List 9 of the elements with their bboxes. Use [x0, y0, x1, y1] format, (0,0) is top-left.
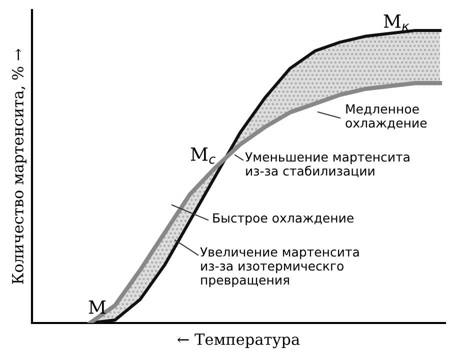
annotation: Уменьшение мартенсита из-за стабилизации: [245, 152, 410, 178]
annotation: M$_{к}$: [384, 14, 410, 31]
annotation: Быстрое охлаждение: [213, 213, 354, 226]
y-axis-title: Количество мартенсита, % →: [12, 48, 26, 284]
x-axis-title: ← Температура: [177, 334, 300, 348]
annotation: Медленное охлаждение: [346, 104, 427, 130]
annotation: Увеличение мартенсита из-за изотермическго превращения: [200, 247, 359, 288]
annotation: M$_{с}$: [190, 148, 216, 164]
annotation: M: [88, 300, 106, 314]
